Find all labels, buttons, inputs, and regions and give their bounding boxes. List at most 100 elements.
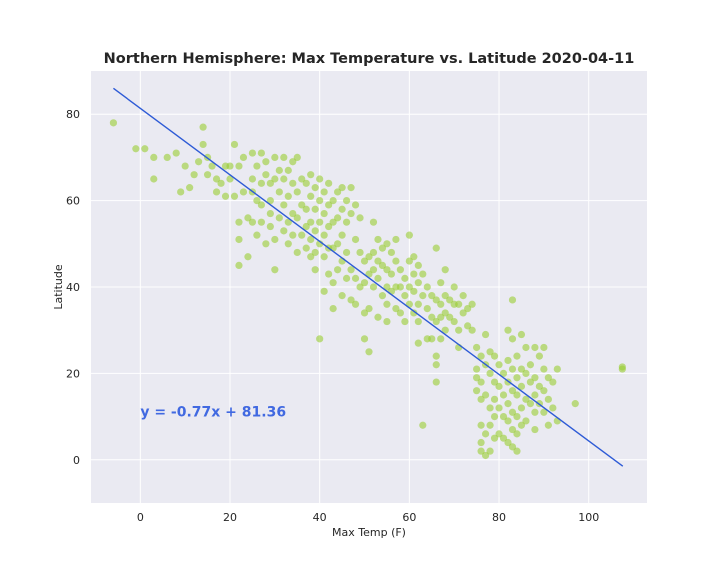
data-point	[387, 270, 396, 278]
data-point	[289, 231, 297, 239]
data-point	[248, 218, 257, 226]
data-point	[432, 296, 440, 304]
data-point	[253, 162, 261, 170]
data-point	[307, 171, 315, 179]
data-point	[441, 326, 449, 334]
data-point	[365, 348, 373, 356]
data-point	[347, 266, 355, 274]
data-point	[437, 335, 445, 343]
data-point	[383, 266, 391, 274]
data-point	[311, 184, 319, 192]
data-point	[401, 317, 409, 326]
data-point	[199, 123, 207, 131]
data-point	[517, 330, 526, 339]
data-point	[311, 266, 319, 274]
data-point	[392, 257, 400, 265]
data-point	[356, 283, 364, 291]
data-point	[549, 404, 557, 412]
data-point	[450, 283, 458, 291]
data-point	[419, 292, 427, 300]
data-point	[432, 352, 440, 360]
data-point	[481, 451, 490, 460]
data-point	[360, 335, 369, 343]
data-point	[517, 382, 526, 390]
data-point	[132, 145, 140, 153]
data-point	[212, 175, 221, 183]
data-point	[311, 205, 319, 213]
data-point	[405, 283, 413, 291]
data-point	[437, 313, 445, 321]
data-point	[334, 266, 342, 274]
data-point	[383, 300, 391, 308]
data-point	[618, 363, 626, 371]
data-point	[360, 279, 369, 287]
data-point	[275, 166, 283, 174]
data-point	[549, 378, 557, 386]
data-point	[473, 387, 481, 395]
data-point	[473, 343, 481, 352]
data-point	[405, 231, 413, 239]
data-point	[531, 391, 539, 399]
data-point	[150, 175, 158, 183]
data-point	[342, 197, 351, 205]
data-point	[446, 313, 454, 321]
data-point	[325, 201, 333, 209]
data-point	[289, 158, 297, 166]
data-point	[378, 292, 387, 300]
data-point	[271, 235, 279, 244]
regression-line	[113, 87, 624, 467]
regression-equation: y = -0.77x + 81.36	[140, 405, 286, 421]
data-point	[540, 408, 548, 416]
data-point	[522, 395, 530, 403]
data-point	[531, 343, 539, 352]
data-point	[230, 192, 239, 200]
data-point	[320, 253, 328, 261]
data-point	[347, 296, 355, 304]
data-point	[401, 292, 409, 300]
data-point	[499, 391, 508, 399]
data-point	[329, 305, 337, 313]
data-point	[257, 201, 265, 209]
data-point	[262, 158, 270, 166]
data-point	[517, 404, 526, 412]
data-point	[414, 339, 422, 347]
data-point	[298, 231, 306, 239]
data-point	[495, 404, 503, 412]
data-point	[298, 201, 306, 209]
data-point	[307, 192, 315, 200]
tick-labels: 0 20 40 60 80 100 0 20 40 60 80	[66, 108, 599, 524]
data-point	[109, 119, 118, 127]
data-point	[284, 240, 292, 248]
x-tick-label: 100	[578, 511, 599, 524]
data-point	[432, 378, 440, 386]
data-point	[486, 404, 494, 412]
data-point	[428, 335, 436, 343]
data-point	[508, 365, 517, 373]
data-point	[481, 330, 490, 339]
data-point	[508, 387, 517, 395]
data-point	[513, 430, 521, 438]
data-point	[522, 369, 530, 377]
data-point	[526, 361, 535, 369]
data-point	[508, 425, 517, 434]
y-tick-label: 60	[66, 195, 80, 208]
data-point	[410, 253, 418, 261]
data-point	[316, 197, 324, 205]
x-tick-label: 40	[313, 511, 327, 524]
x-tick-label: 20	[223, 511, 237, 524]
data-point	[374, 235, 382, 244]
data-point	[508, 335, 517, 343]
data-point	[239, 153, 248, 161]
data-point	[477, 378, 485, 386]
data-point	[239, 188, 248, 196]
data-point	[513, 374, 521, 382]
data-point	[540, 343, 548, 352]
data-point	[365, 253, 373, 261]
data-point	[414, 300, 422, 308]
data-point	[450, 317, 458, 326]
data-point	[473, 365, 481, 373]
data-point	[383, 283, 391, 291]
data-point	[253, 231, 261, 239]
data-point	[248, 175, 257, 183]
data-point	[517, 365, 526, 373]
